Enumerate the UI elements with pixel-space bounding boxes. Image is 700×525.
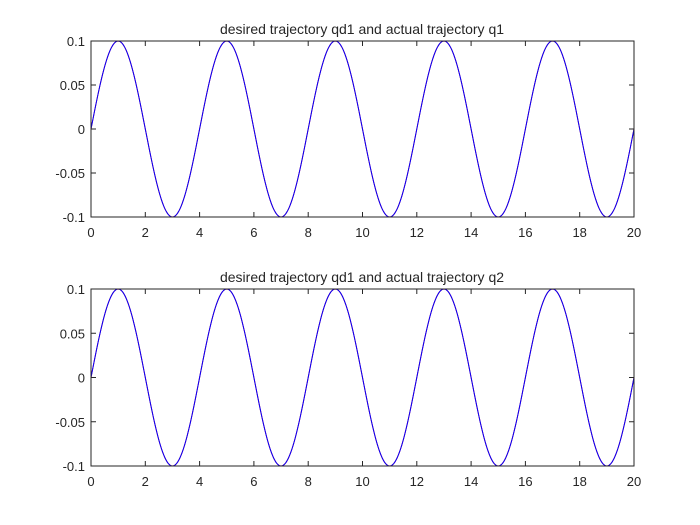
subplot-bottom-y-ticks: 0.1 0.05 0 -0.05 -0.1 [55, 282, 634, 474]
subplot-bottom-y-tick-label: 0.05 [60, 326, 85, 341]
subplot-bottom-x-tick-label: 4 [196, 474, 203, 489]
subplot-bottom-x-ticks: 0 2 4 6 8 10 12 14 16 18 20 [87, 289, 641, 489]
subplot-top-x-tick-label: 18 [572, 225, 586, 240]
subplot-top: desired trajectory qd1 and actual trajec… [55, 21, 641, 240]
subplot-bottom-y-tick-label: 0.1 [67, 282, 85, 297]
subplot-bottom-y-tick-label: 0 [78, 371, 85, 386]
subplot-bottom-series [90, 288, 635, 467]
subplot-bottom-x-tick-label: 14 [464, 474, 478, 489]
subplot-top-y-tick-label: -0.1 [63, 210, 85, 225]
subplot-bottom-y-tick-label: -0.05 [55, 415, 85, 430]
subplot-bottom-x-tick-label: 6 [250, 474, 257, 489]
subplot-top-x-tick-label: 12 [410, 225, 424, 240]
subplot-top-series-line-1 [90, 40, 635, 218]
subplot-top-y-tick-label: 0.05 [60, 78, 85, 93]
subplot-top-x-tick-label: 2 [142, 225, 149, 240]
subplot-bottom-x-tick-label: 18 [572, 474, 586, 489]
subplot-top-x-ticks: 0 2 4 6 8 10 12 14 16 18 20 [87, 41, 641, 240]
subplot-top-y-tick-label: 0 [78, 122, 85, 137]
subplot-bottom: desired trajectory qd1 and actual trajec… [55, 269, 641, 489]
subplot-bottom-x-tick-label: 10 [355, 474, 369, 489]
subplot-top-series [90, 40, 635, 218]
subplot-top-title: desired trajectory qd1 and actual trajec… [220, 21, 504, 37]
subplot-top-x-tick-label: 4 [196, 225, 203, 240]
subplot-bottom-x-tick-label: 8 [305, 474, 312, 489]
subplot-bottom-x-tick-label: 0 [87, 474, 94, 489]
subplot-top-x-tick-label: 10 [355, 225, 369, 240]
subplot-bottom-x-tick-label: 12 [410, 474, 424, 489]
subplot-bottom-x-tick-label: 16 [518, 474, 532, 489]
subplot-bottom-y-tick-label: -0.1 [63, 459, 85, 474]
subplot-top-y-tick-label: 0.1 [67, 34, 85, 49]
subplot-top-x-tick-label: 16 [518, 225, 532, 240]
subplot-top-y-ticks: 0.1 0.05 0 -0.05 -0.1 [55, 34, 634, 225]
subplot-top-y-tick-label: -0.05 [55, 166, 85, 181]
subplot-bottom-series-line-1 [90, 288, 635, 467]
subplot-top-x-tick-label: 14 [464, 225, 478, 240]
subplot-bottom-x-tick-label: 2 [142, 474, 149, 489]
subplot-bottom-title: desired trajectory qd1 and actual trajec… [220, 269, 504, 285]
subplot-top-x-tick-label: 0 [87, 225, 94, 240]
subplot-bottom-x-tick-label: 20 [627, 474, 641, 489]
subplot-top-x-tick-label: 8 [305, 225, 312, 240]
subplot-top-x-tick-label: 20 [627, 225, 641, 240]
subplot-top-x-tick-label: 6 [250, 225, 257, 240]
